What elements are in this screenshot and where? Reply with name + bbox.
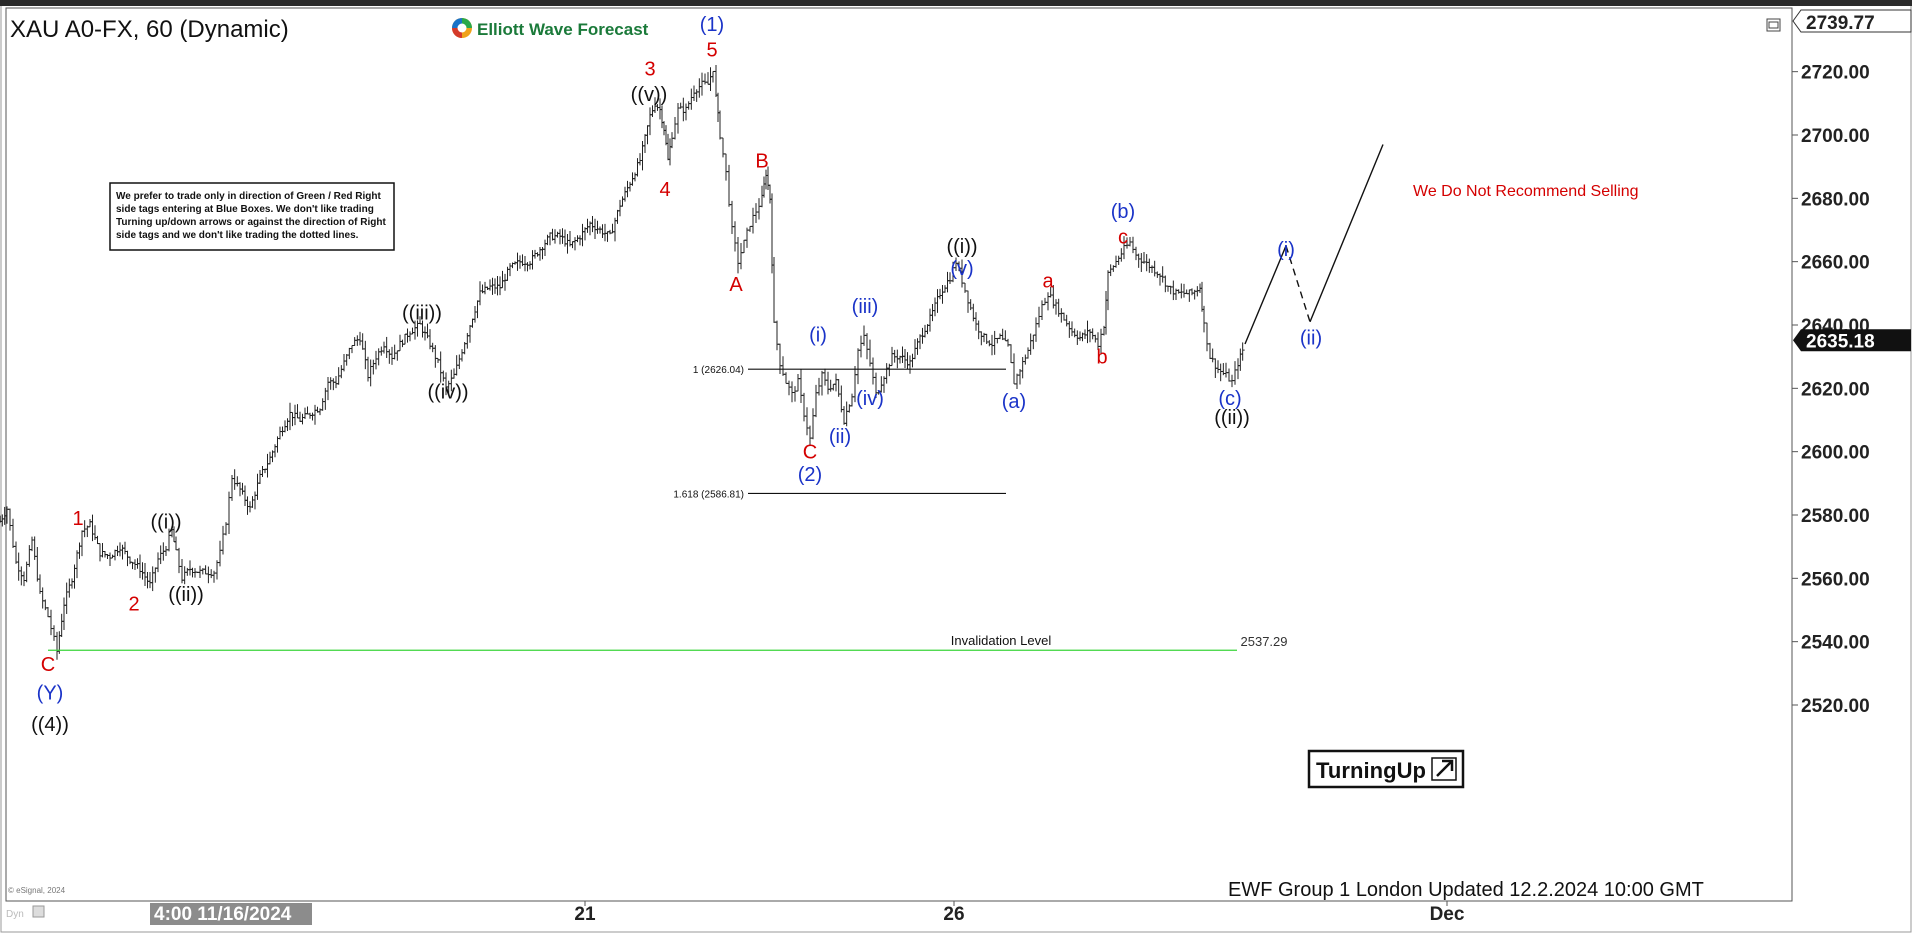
selling-notice: We Do Not Recommend Selling — [1413, 183, 1639, 200]
y-tick-label: 2660.00 — [1801, 253, 1870, 274]
wave-label: a — [1042, 271, 1054, 293]
arrow-up-right-icon — [1431, 757, 1457, 781]
wave-label: 2 — [128, 594, 139, 616]
symbol-title: XAU A0-FX, 60 (Dynamic) — [10, 16, 289, 43]
last-price-label: 2635.18 — [1806, 331, 1875, 352]
turning-up-label: TurningUp — [1316, 758, 1426, 783]
wave-label: (ii) — [1300, 328, 1322, 350]
wave-label: C — [803, 442, 817, 464]
x-tick-label: 4:00 11/16/2024 — [154, 904, 292, 925]
level-lines: Invalidation Level 2537.29 1 (2626.04) 1.61… — [48, 365, 1288, 651]
wave-label: (Y) — [37, 682, 64, 704]
wave-label: (i) — [1277, 239, 1295, 261]
y-tick-label: 2580.00 — [1801, 506, 1870, 527]
y-tick-label: 2680.00 — [1801, 189, 1870, 210]
y-tick-label: 2520.00 — [1801, 696, 1870, 717]
wave-label: (c) — [1218, 388, 1241, 410]
wave-label: (2) — [798, 464, 822, 486]
disclaimer-box: We prefer to trade only in direction of … — [109, 182, 395, 251]
disclaimer-line-4: side tags and we don't like trading the … — [116, 230, 359, 241]
disclaimer-line-1: We prefer to trade only in direction of … — [116, 191, 382, 202]
top-bar — [0, 0, 1912, 6]
wave-label: (a) — [1002, 391, 1026, 413]
dyn-label: Dyn — [6, 909, 24, 920]
y-tick-label: 2700.00 — [1801, 126, 1870, 147]
updated-label: EWF Group 1 London Updated 12.2.2024 10:… — [1228, 879, 1704, 901]
disclaimer-line-2: side tags entering at Blue Boxes. We don… — [116, 204, 374, 215]
wave-label: 1 — [72, 508, 83, 530]
x-tick-label: 26 — [943, 904, 964, 925]
window-restore-icon[interactable] — [1766, 18, 1781, 32]
wave-label: c — [1118, 226, 1128, 248]
price-bars — [0, 65, 1245, 660]
y-axis: 2520.00 2540.00 2560.00 2580.00 2600.00 2620.… — [1792, 9, 1912, 717]
y-tick-label: 2600.00 — [1801, 443, 1870, 464]
dyn-toggle[interactable]: Dyn — [6, 905, 45, 920]
wave-label: ((ii)) — [1214, 407, 1250, 429]
fib-label: 1 (2626.04) — [693, 365, 744, 376]
copyright: © eSignal, 2024 — [8, 886, 66, 895]
wave-label: (1) — [700, 14, 724, 36]
x-tick-label: 21 — [574, 904, 596, 925]
wave-label: C — [41, 654, 55, 676]
wave-label: b — [1096, 347, 1107, 369]
fib-label: 1.618 (2586.81) — [673, 489, 744, 500]
y-tick-label: 2620.00 — [1801, 379, 1870, 400]
y-tick-label: 2540.00 — [1801, 633, 1870, 654]
wave-label: ((ii)) — [168, 584, 204, 606]
y-tick-label: 2720.00 — [1801, 63, 1870, 84]
x-axis: 4:00 11/16/2024 21 26 Dec — [150, 901, 1465, 925]
wave-label: 5 — [706, 39, 717, 61]
price-bar — [1240, 342, 1245, 361]
wave-label: A — [729, 274, 743, 296]
invalidation-label: Invalidation Level — [951, 633, 1052, 648]
wave-label: 3 — [644, 58, 655, 80]
wave-label: (iv) — [856, 388, 884, 410]
wave-label: ((iii)) — [402, 302, 442, 324]
projection-segment — [1309, 144, 1384, 323]
brand-logo: Elliott Wave Forecast — [452, 18, 649, 39]
x-label-highlight — [150, 903, 312, 925]
y-tick-label: 2560.00 — [1801, 569, 1870, 590]
brand-name: Elliott Wave Forecast — [477, 20, 649, 39]
projection-segment — [1244, 245, 1287, 345]
wave-label: (b) — [1111, 201, 1135, 223]
x-tick-label: Dec — [1430, 904, 1465, 925]
turning-up-badge: TurningUp — [1307, 749, 1465, 789]
wave-label: (v) — [950, 258, 973, 280]
projection-dashed-segment — [1285, 245, 1311, 323]
wave-label: ((4)) — [31, 714, 69, 736]
wave-label: (ii) — [829, 426, 851, 448]
axis-top-marker — [1792, 9, 1912, 33]
disclaimer-line-3: Turning up/down arrows or against the di… — [116, 217, 386, 228]
wave-label: (i) — [809, 324, 827, 346]
wave-label: 4 — [659, 179, 670, 201]
wave-label: ((i)) — [150, 511, 181, 533]
wave-label: (iii) — [852, 296, 879, 318]
invalidation-value: 2537.29 — [1241, 634, 1288, 649]
wave-labels: C (Y) ((4)) 1 2 ((i)) ((ii)) ((iii)) ((iv)) 3 ((v)… — [31, 14, 1322, 736]
last-price-marker — [1793, 329, 1911, 352]
projection-path — [1244, 144, 1384, 345]
wave-label: ((iv)) — [427, 381, 468, 403]
wave-label: ((i)) — [946, 236, 977, 258]
axis-top-label: 2739.77 — [1806, 13, 1875, 34]
wave-label: B — [755, 150, 768, 172]
wave-label: ((v)) — [631, 84, 668, 106]
